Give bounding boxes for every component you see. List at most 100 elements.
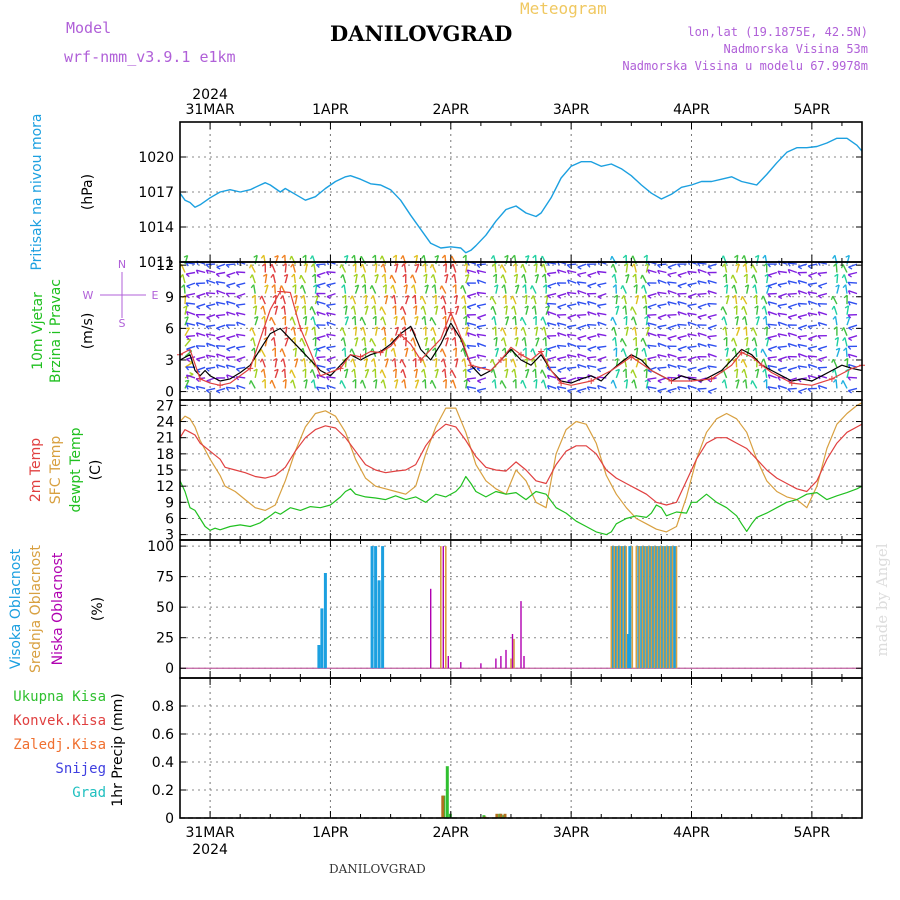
wind-barb-flag bbox=[767, 293, 772, 298]
wind-barb bbox=[271, 379, 276, 389]
wind-barb bbox=[534, 305, 537, 315]
bottom-day-label: 31MAR bbox=[185, 825, 234, 841]
wind-barb bbox=[615, 369, 621, 379]
wind-barb bbox=[312, 316, 317, 326]
wind-barb bbox=[354, 337, 359, 347]
wind-barb bbox=[597, 366, 607, 371]
wind-barb bbox=[521, 263, 527, 273]
wind-barb bbox=[424, 379, 427, 389]
wind-barb-flag bbox=[186, 358, 191, 362]
wind-barb-flag bbox=[787, 269, 791, 274]
wind-barb-flag bbox=[613, 294, 618, 299]
wind-barb bbox=[467, 322, 477, 326]
wind-barb bbox=[326, 303, 336, 306]
wind-barb-flag bbox=[380, 316, 384, 321]
wind-barb-flag bbox=[667, 337, 672, 341]
wind-barb-flag bbox=[326, 368, 331, 373]
wind-barb-flag bbox=[476, 342, 480, 348]
wind-barb-flag bbox=[647, 332, 651, 337]
wind-barb-flag bbox=[731, 347, 736, 352]
wind-barb bbox=[273, 337, 276, 347]
wind-barb bbox=[735, 327, 741, 336]
wind-barb-flag bbox=[316, 337, 321, 341]
wind-barb bbox=[667, 271, 677, 276]
wind-barb-flag bbox=[403, 284, 408, 288]
wind-barb bbox=[226, 271, 236, 277]
wind-barb-flag bbox=[235, 304, 240, 309]
wind-barb-flag bbox=[315, 264, 320, 268]
wind-barb-flag bbox=[843, 347, 847, 352]
wind-barb bbox=[707, 263, 717, 268]
wind-barb bbox=[547, 302, 557, 305]
wind-barb bbox=[503, 284, 507, 294]
wind-barb bbox=[725, 274, 728, 284]
cloud-bar bbox=[635, 546, 638, 669]
wind-barb-flag bbox=[205, 292, 210, 297]
wind-barb-flag bbox=[841, 327, 845, 332]
wind-barb bbox=[326, 292, 336, 298]
wind-barb-flag bbox=[657, 279, 661, 284]
wind-barb-flag bbox=[271, 347, 276, 351]
bottom-title: DANILOVGRAD bbox=[329, 862, 426, 876]
wind-barb-flag bbox=[521, 273, 525, 278]
wind-barb bbox=[450, 369, 457, 379]
wind-barb bbox=[797, 302, 807, 305]
gust-marker bbox=[337, 365, 344, 372]
wind-barb-flag bbox=[434, 368, 439, 372]
wind-barb-flag bbox=[326, 385, 330, 390]
wind-barb bbox=[687, 356, 697, 361]
wind-barb-flag bbox=[339, 264, 343, 269]
cloud-bar bbox=[638, 546, 641, 669]
wind-barb bbox=[567, 279, 577, 284]
wind-barb bbox=[494, 263, 497, 273]
wind-barb-flag bbox=[195, 269, 199, 274]
wind-barb-flag bbox=[269, 326, 274, 331]
wind-barb-flag bbox=[741, 255, 745, 260]
wind-barb-flag bbox=[362, 347, 367, 351]
wind-barb-flag bbox=[520, 379, 524, 384]
wind-barb bbox=[254, 316, 259, 326]
wind-barb-flag bbox=[697, 369, 702, 373]
wind-barb bbox=[754, 284, 758, 294]
wind-barb bbox=[755, 347, 758, 357]
wind-barb bbox=[477, 342, 487, 347]
wind-barb-flag bbox=[556, 322, 560, 327]
wind-barb-flag bbox=[807, 283, 812, 288]
wind-barb-flag bbox=[817, 348, 823, 352]
wind-barb-flag bbox=[439, 348, 443, 353]
wind-barb-flag bbox=[372, 254, 376, 259]
wind-barb-flag bbox=[400, 368, 404, 374]
wind-barb-flag bbox=[620, 348, 624, 353]
wind-barb-flag bbox=[450, 379, 454, 384]
wind-barb bbox=[316, 300, 326, 305]
wind-barb-flag bbox=[543, 347, 548, 351]
wind-barb-flag bbox=[260, 305, 264, 310]
wind-barb-flag bbox=[309, 255, 314, 260]
wind-barb bbox=[440, 285, 447, 294]
wind-barb-flag bbox=[466, 378, 471, 383]
wind-barb-flag bbox=[340, 337, 345, 342]
wind-barb bbox=[390, 274, 397, 284]
wind-barb bbox=[635, 347, 639, 357]
wind-barb bbox=[687, 366, 697, 371]
wind-barb bbox=[467, 292, 477, 297]
wind-barb bbox=[615, 305, 620, 315]
wind-barb bbox=[522, 326, 527, 336]
wind-barb bbox=[431, 264, 437, 273]
y-tick-label: 6 bbox=[165, 511, 174, 527]
wind-barb-flag bbox=[195, 314, 200, 319]
wind-barb bbox=[216, 387, 226, 392]
wind-barb-flag bbox=[399, 306, 403, 311]
wind-barb-flag bbox=[216, 327, 221, 331]
wind-barb bbox=[587, 271, 597, 276]
wind-barb bbox=[453, 274, 457, 284]
wind-barb-flag bbox=[707, 336, 712, 340]
y-tick-label: 1014 bbox=[138, 220, 174, 236]
wind-barb bbox=[495, 337, 498, 347]
wind-barb-flag bbox=[798, 390, 803, 394]
wind-barb-flag bbox=[511, 368, 515, 373]
wind-barb-flag bbox=[596, 312, 601, 317]
wind-barb-flag bbox=[577, 327, 582, 331]
wind-barb-flag bbox=[520, 263, 524, 269]
wind-barb-flag bbox=[817, 303, 821, 308]
